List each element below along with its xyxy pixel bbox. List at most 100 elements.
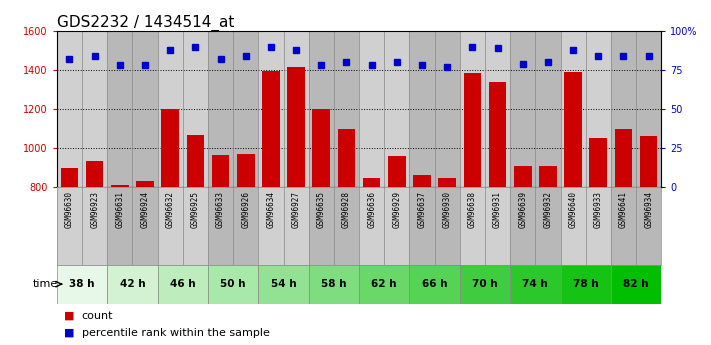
Text: GSM96932: GSM96932 — [543, 191, 552, 228]
Bar — [57, 265, 107, 304]
Text: GSM96927: GSM96927 — [292, 191, 301, 228]
Text: 66 h: 66 h — [422, 279, 447, 289]
Bar — [107, 265, 158, 304]
Text: GSM96632: GSM96632 — [166, 191, 175, 228]
Bar — [312, 109, 330, 187]
Text: GSM96638: GSM96638 — [468, 191, 477, 228]
Text: 74 h: 74 h — [523, 279, 548, 289]
Bar — [560, 31, 586, 187]
Text: GSM96631: GSM96631 — [115, 191, 124, 228]
Bar — [439, 178, 456, 187]
Bar — [287, 67, 305, 187]
Bar — [485, 31, 510, 187]
Text: GSM96929: GSM96929 — [392, 191, 401, 228]
Text: 78 h: 78 h — [573, 279, 599, 289]
Bar — [161, 109, 179, 187]
Text: GSM96633: GSM96633 — [216, 191, 225, 228]
Bar — [107, 31, 132, 187]
Bar — [535, 187, 560, 265]
Bar — [410, 187, 434, 265]
Bar — [384, 31, 410, 187]
Bar — [510, 187, 535, 265]
Bar — [611, 31, 636, 187]
Bar — [338, 129, 356, 187]
Bar — [208, 187, 233, 265]
Bar — [510, 265, 560, 304]
Bar — [309, 187, 334, 265]
Text: GSM96933: GSM96933 — [594, 191, 603, 228]
Bar — [485, 187, 510, 265]
Text: 62 h: 62 h — [371, 279, 397, 289]
Bar — [460, 187, 485, 265]
Bar — [132, 31, 158, 187]
Bar — [460, 265, 510, 304]
Bar — [237, 154, 255, 187]
Bar — [586, 187, 611, 265]
Bar — [158, 187, 183, 265]
Text: GSM96934: GSM96934 — [644, 191, 653, 228]
Bar — [640, 136, 658, 187]
Bar — [258, 265, 309, 304]
Bar — [158, 265, 208, 304]
Bar — [86, 161, 104, 187]
Bar — [284, 187, 309, 265]
Bar — [258, 31, 284, 187]
Bar — [586, 31, 611, 187]
Bar — [186, 135, 204, 187]
Bar — [262, 71, 279, 187]
Bar — [434, 187, 460, 265]
Bar — [539, 166, 557, 187]
Bar — [212, 155, 230, 187]
Text: 54 h: 54 h — [271, 279, 296, 289]
Text: GSM96931: GSM96931 — [493, 191, 502, 228]
Bar — [233, 31, 258, 187]
Bar — [460, 31, 485, 187]
Text: 70 h: 70 h — [472, 279, 498, 289]
Text: GSM96635: GSM96635 — [317, 191, 326, 228]
Bar — [636, 187, 661, 265]
Bar — [614, 129, 632, 187]
Bar — [208, 265, 258, 304]
Bar — [510, 31, 535, 187]
Bar — [464, 73, 481, 187]
Text: GSM96641: GSM96641 — [619, 191, 628, 228]
Bar — [359, 187, 384, 265]
Bar — [434, 31, 460, 187]
Bar — [107, 187, 132, 265]
Bar — [132, 187, 158, 265]
Bar — [309, 265, 359, 304]
Text: time: time — [33, 279, 58, 289]
Bar — [57, 31, 82, 187]
Text: count: count — [82, 311, 113, 321]
Bar — [560, 187, 586, 265]
Bar — [233, 187, 258, 265]
Bar — [82, 187, 107, 265]
Bar — [388, 156, 406, 187]
Text: ■: ■ — [64, 311, 75, 321]
Bar — [384, 187, 410, 265]
Text: GSM96926: GSM96926 — [241, 191, 250, 228]
Bar — [57, 187, 82, 265]
Bar — [82, 31, 107, 187]
Bar — [636, 31, 661, 187]
Text: GSM96634: GSM96634 — [267, 191, 275, 228]
Bar — [208, 31, 233, 187]
Bar — [488, 82, 506, 187]
Text: 50 h: 50 h — [220, 279, 246, 289]
Bar — [359, 31, 384, 187]
Text: GDS2232 / 1434514_at: GDS2232 / 1434514_at — [57, 15, 234, 31]
Text: GSM96928: GSM96928 — [342, 191, 351, 228]
Text: GSM96637: GSM96637 — [417, 191, 427, 228]
Text: 46 h: 46 h — [170, 279, 196, 289]
Text: GSM96925: GSM96925 — [191, 191, 200, 228]
Text: ■: ■ — [64, 328, 75, 338]
Bar — [363, 178, 380, 187]
Bar — [413, 175, 431, 187]
Bar — [410, 31, 434, 187]
Text: GSM96636: GSM96636 — [367, 191, 376, 228]
Text: GSM96640: GSM96640 — [569, 191, 577, 228]
Bar — [565, 72, 582, 187]
Bar — [334, 187, 359, 265]
Bar — [410, 265, 460, 304]
Bar — [535, 31, 560, 187]
